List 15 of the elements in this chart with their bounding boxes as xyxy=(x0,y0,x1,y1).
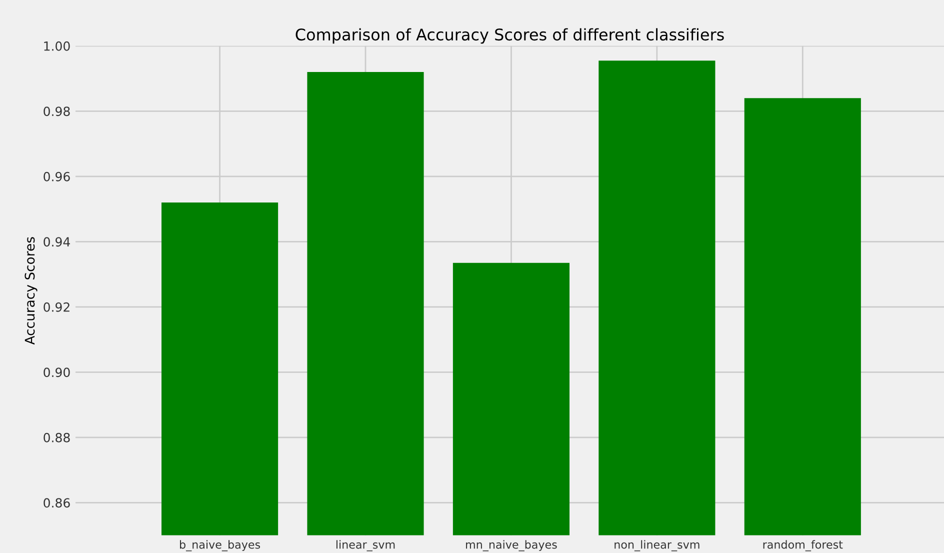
y-tick-label: 0.88 xyxy=(44,432,70,442)
y-tick-label: 0.96 xyxy=(44,172,70,182)
y-tick-label: 0.98 xyxy=(44,106,70,116)
y-tick-label: 0.90 xyxy=(44,368,70,378)
y-tick-label: 0.92 xyxy=(44,302,70,312)
y-axis-title: Accuracy Scores xyxy=(24,237,38,345)
y-tick-label: 0.94 xyxy=(44,237,70,247)
x-tick-label: linear_svm xyxy=(336,540,395,552)
x-tick-label: b_naive_bayes xyxy=(180,540,260,552)
x-tick-label: random_forest xyxy=(763,540,843,552)
x-tick-label: mn_naive_bayes xyxy=(466,540,557,552)
y-tick-label: 0.86 xyxy=(44,498,70,508)
chart-title: Comparison of Accuracy Scores of different classifiers xyxy=(296,28,724,44)
x-tick-label: non_linear_svm xyxy=(614,540,700,552)
y-tick-label: 1.00 xyxy=(44,41,70,51)
